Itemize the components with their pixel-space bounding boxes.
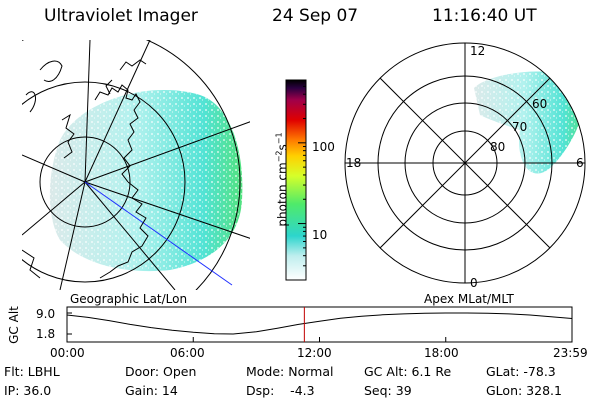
filter-value: Flt: LBHL [4, 364, 60, 379]
mlt-panel-label: Apex MLat/MLT [424, 292, 514, 306]
mlt-label-18: 18 [346, 156, 362, 170]
altitude-xtick-1800: 18:00 [424, 346, 459, 360]
altitude-ytick-1.8: 1.8 [36, 327, 56, 341]
altitude-xtick-1200: 12:00 [297, 346, 332, 360]
dsp-value: Dsp: -4.3 [246, 383, 315, 398]
altitude-x-ticks [66, 337, 573, 342]
colorbar-gradient [285, 79, 307, 281]
lat-circle-mid [22, 81, 186, 283]
glat-value: GLat: -78.3 [486, 364, 556, 379]
geographic-panel-label: Geographic Lat/Lon [70, 292, 188, 306]
altitude-xtick-0600: 06:00 [170, 346, 205, 360]
aurora-noise [49, 90, 243, 272]
coastlines [22, 59, 149, 279]
altitude-xtick-2359: 23:59 [553, 346, 588, 360]
altitude-y-ticks [67, 312, 72, 335]
altitude-ytick-9: 9.0 [36, 307, 56, 321]
meridians [22, 40, 250, 290]
instrument-title: Ultraviolet Imager [44, 6, 198, 26]
mlt-label-12: 12 [470, 44, 486, 58]
mlat-label-70: 70 [512, 120, 528, 134]
door-value: Door: Open [125, 364, 197, 379]
mlt-label-6: 6 [576, 156, 584, 170]
time-label: 11:16:40 UT [432, 6, 537, 26]
mlt-dial [344, 42, 586, 284]
mlat-label-80: 80 [490, 140, 506, 154]
ip-value: IP: 36.0 [4, 383, 52, 398]
satellite-track [84, 181, 233, 286]
mlt-label-0: 0 [470, 276, 478, 290]
mlt-spokes [345, 43, 585, 283]
colorbar-units: photon cm−2s−1 [274, 132, 290, 227]
altitude-curve [66, 312, 573, 335]
colorbar-ticks [298, 79, 306, 281]
lat-circle-outer [22, 40, 241, 290]
lat-circle-inner [39, 136, 131, 228]
mode-value: Mode: Normal [246, 364, 334, 379]
gain-value: Gain: 14 [125, 383, 178, 398]
altitude-ylabel: GC Alt [7, 306, 21, 344]
mlat-label-60: 60 [532, 97, 548, 111]
glon-value: GLon: 328.1 [486, 383, 562, 398]
date-label: 24 Sep 07 [272, 6, 359, 26]
altitude-plot-frame [66, 306, 573, 343]
altitude-xtick-0000: 00:00 [50, 346, 85, 360]
gcalt-value: GC Alt: 6.1 Re [364, 364, 452, 379]
seq-value: Seq: 39 [364, 383, 412, 398]
colorbar-tick-100: 100 [312, 140, 335, 154]
colorbar-tick-10: 10 [312, 228, 328, 242]
mlt-aurora-noise [474, 71, 585, 174]
geographic-image [22, 40, 250, 290]
